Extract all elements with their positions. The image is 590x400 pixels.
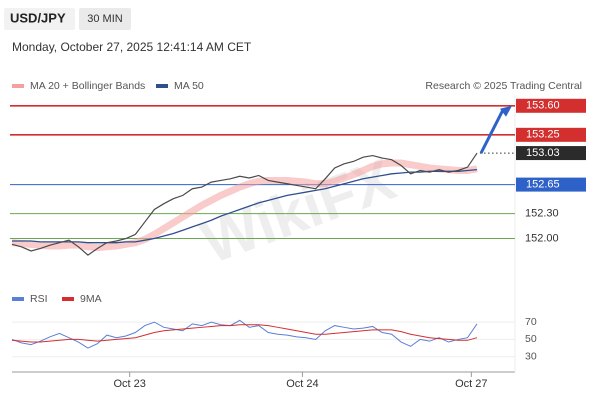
legend-swatch — [156, 84, 168, 88]
indicator-line — [11, 319, 478, 349]
level-label: 153.60 — [526, 100, 560, 112]
level-label-box — [516, 127, 586, 142]
level-label: 152.00 — [525, 232, 559, 244]
subtitle: Monday, October 27, 2025 12:41:14 AM CET — [12, 40, 252, 54]
indicator-tick-label: 50 — [525, 333, 537, 345]
indicator-tick-label: 30 — [525, 351, 537, 363]
level-label: 153.25 — [526, 129, 560, 141]
level-label-box — [516, 98, 586, 113]
series-line — [12, 169, 478, 244]
x-tick-label: Oct 27 — [455, 378, 487, 390]
level-label: 152.30 — [525, 208, 559, 220]
timeframe-box — [79, 8, 131, 30]
legend-label: RSI — [30, 293, 48, 305]
arrow-head — [500, 105, 512, 117]
x-tick-label: Oct 23 — [113, 378, 145, 390]
symbol-box — [4, 8, 75, 30]
legend-label: MA 20 + Bollinger Bands — [30, 80, 145, 92]
level-label-box — [516, 177, 586, 192]
level-label-box — [516, 146, 586, 161]
indicator-tick-label: 70 — [525, 316, 537, 328]
forecast-arrow — [479, 109, 505, 154]
series-line — [11, 159, 478, 252]
level-label: 152.65 — [526, 179, 560, 191]
legend-swatch — [62, 297, 74, 301]
legend-label: MA 50 — [174, 80, 204, 92]
legend-label: 9MA — [80, 293, 102, 305]
level-label: 153.03 — [526, 147, 560, 159]
legend-swatch — [12, 84, 24, 88]
series-line — [11, 152, 478, 256]
indicator-line — [11, 324, 478, 343]
x-tick-label: Oct 24 — [286, 378, 318, 390]
timeframe: 30 MIN — [87, 13, 123, 25]
credit: Research © 2025 Trading Central — [425, 80, 582, 92]
symbol: USD/JPY — [10, 10, 66, 25]
legend-swatch — [12, 297, 24, 301]
